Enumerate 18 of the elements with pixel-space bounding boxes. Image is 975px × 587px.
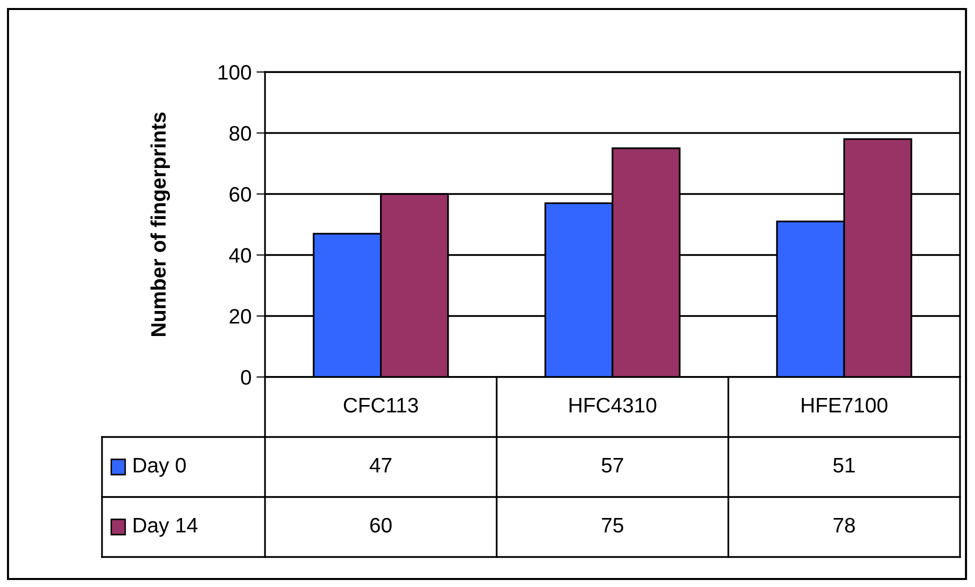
y-tick-label: 0 (241, 370, 251, 385)
y-tick-label: 100 (218, 65, 251, 80)
data-label: 47 (370, 458, 392, 472)
legend-label: Day 14 (134, 518, 198, 537)
data-label: 60 (370, 518, 392, 533)
x-tick-label: HFC4310 (570, 398, 656, 413)
y-tick-label: 80 (230, 126, 251, 141)
legend-label: Day 0 (134, 458, 186, 477)
data-label: 51 (833, 458, 855, 473)
y-tick-label: 40 (229, 248, 251, 263)
data-label: 78 (834, 518, 855, 533)
x-tick-label: HFE7100 (802, 398, 888, 413)
x-tick-label: CFC113 (344, 398, 418, 413)
y-axis-title: Number of fingerprints (150, 112, 170, 336)
data-label: 57 (602, 458, 624, 473)
data-label: 75 (602, 518, 624, 533)
y-tick-label: 20 (230, 309, 251, 324)
y-tick-label: 60 (230, 187, 251, 202)
